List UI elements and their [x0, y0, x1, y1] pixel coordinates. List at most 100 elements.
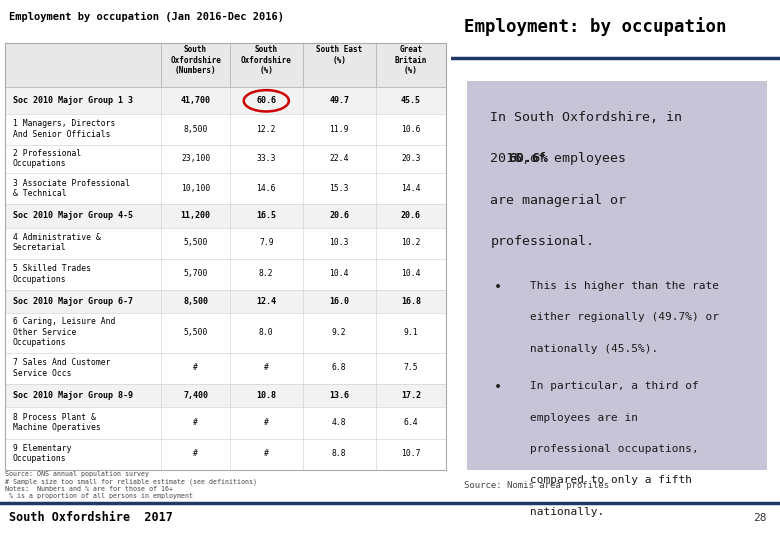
Text: 20.3: 20.3 [401, 154, 420, 163]
Text: professional.: professional. [491, 235, 594, 248]
Text: 15.3: 15.3 [329, 184, 349, 193]
Text: Soc 2010 Major Group 1 3: Soc 2010 Major Group 1 3 [12, 96, 133, 105]
Text: 10.4: 10.4 [329, 269, 349, 279]
Text: 45.5: 45.5 [401, 96, 421, 105]
FancyBboxPatch shape [5, 114, 446, 145]
Text: 10.4: 10.4 [401, 269, 420, 279]
Text: #: # [193, 363, 198, 372]
Text: 5,500: 5,500 [183, 328, 207, 337]
Text: professional occupations,: professional occupations, [530, 444, 699, 454]
Text: 4 Administrative &
Secretarial: 4 Administrative & Secretarial [12, 233, 101, 252]
FancyBboxPatch shape [5, 205, 446, 228]
Text: either regionally (49.7%) or: either regionally (49.7%) or [530, 313, 719, 322]
Text: 17.2: 17.2 [401, 390, 421, 400]
Text: 14.6: 14.6 [257, 184, 276, 193]
Text: South
Oxfordshire
(%): South Oxfordshire (%) [241, 45, 292, 75]
Text: Soc 2010 Major Group 8-9: Soc 2010 Major Group 8-9 [12, 390, 133, 400]
Text: 10.3: 10.3 [329, 238, 349, 247]
Text: 7.9: 7.9 [259, 238, 274, 247]
Text: #: # [193, 449, 198, 458]
Text: 4.8: 4.8 [332, 418, 346, 427]
Text: Employment by occupation (Jan 2016-Dec 2016): Employment by occupation (Jan 2016-Dec 2… [9, 12, 284, 22]
Text: 16.8: 16.8 [401, 297, 421, 306]
Text: 10.2: 10.2 [401, 238, 420, 247]
Text: South
Oxfordshire
(Numbers): South Oxfordshire (Numbers) [170, 45, 221, 75]
Text: 7.5: 7.5 [404, 363, 418, 372]
Text: 8,500: 8,500 [183, 297, 208, 306]
Text: 12.4: 12.4 [257, 297, 276, 306]
Text: •: • [494, 281, 502, 294]
Text: of employees: of employees [523, 152, 626, 165]
FancyBboxPatch shape [5, 384, 446, 407]
Text: 11.9: 11.9 [329, 125, 349, 133]
Text: 6.4: 6.4 [404, 418, 418, 427]
Text: #: # [264, 418, 269, 427]
Text: 12.2: 12.2 [257, 125, 276, 133]
Text: 9 Elementary
Occupations: 9 Elementary Occupations [12, 444, 71, 463]
Text: 16.0: 16.0 [329, 297, 349, 306]
Text: 10.7: 10.7 [401, 449, 420, 458]
FancyBboxPatch shape [5, 173, 446, 205]
Text: Soc 2010 Major Group 6-7: Soc 2010 Major Group 6-7 [12, 297, 133, 306]
Text: In South Oxfordshire, in: In South Oxfordshire, in [491, 111, 682, 124]
FancyBboxPatch shape [5, 353, 446, 384]
Text: 28: 28 [753, 514, 767, 523]
Text: 10,100: 10,100 [181, 184, 211, 193]
Text: 22.4: 22.4 [329, 154, 349, 163]
Text: 10.6: 10.6 [401, 125, 420, 133]
Text: Soc 2010 Major Group 4-5: Soc 2010 Major Group 4-5 [12, 211, 133, 220]
Text: 3 Associate Professional
& Technical: 3 Associate Professional & Technical [12, 179, 129, 198]
Text: 33.3: 33.3 [257, 154, 276, 163]
Text: employees are in: employees are in [530, 413, 638, 423]
Text: 14.4: 14.4 [401, 184, 420, 193]
FancyBboxPatch shape [467, 81, 767, 470]
Text: 16.5: 16.5 [257, 211, 276, 220]
Text: 6.8: 6.8 [332, 363, 346, 372]
Text: 6 Caring, Leisure And
Other Service
Occupations: 6 Caring, Leisure And Other Service Occu… [12, 318, 115, 347]
Text: #: # [193, 418, 198, 427]
Text: compared to only a fifth: compared to only a fifth [530, 475, 692, 485]
FancyBboxPatch shape [5, 407, 446, 438]
Text: 2016,: 2016, [491, 152, 538, 165]
Text: Great
Britain
(%): Great Britain (%) [395, 45, 427, 75]
Text: 23,100: 23,100 [181, 154, 211, 163]
Text: South East
(%): South East (%) [316, 45, 363, 65]
FancyBboxPatch shape [5, 290, 446, 313]
FancyBboxPatch shape [5, 87, 446, 114]
Text: 8,500: 8,500 [183, 125, 207, 133]
Text: 5,700: 5,700 [183, 269, 207, 279]
Text: 8.8: 8.8 [332, 449, 346, 458]
Text: 60.6%: 60.6% [508, 152, 548, 165]
Text: 8.2: 8.2 [259, 269, 274, 279]
Text: 20.6: 20.6 [329, 211, 349, 220]
Text: Source: ONS annual population survey
# Sample size too small for reliable estima: Source: ONS annual population survey # S… [5, 471, 257, 499]
Text: 8.0: 8.0 [259, 328, 274, 337]
Text: 20.6: 20.6 [401, 211, 421, 220]
FancyBboxPatch shape [5, 259, 446, 290]
Text: 49.7: 49.7 [329, 96, 349, 105]
Text: 7 Sales And Customer
Service Occs: 7 Sales And Customer Service Occs [12, 358, 110, 377]
Text: •: • [494, 381, 502, 394]
Text: 13.6: 13.6 [329, 390, 349, 400]
FancyBboxPatch shape [5, 43, 446, 87]
Text: #: # [264, 449, 269, 458]
Text: 41,700: 41,700 [181, 96, 211, 105]
Text: 5 Skilled Trades
Occupations: 5 Skilled Trades Occupations [12, 264, 90, 284]
Text: This is higher than the rate: This is higher than the rate [530, 281, 719, 291]
Text: nationally (45.5%).: nationally (45.5%). [530, 344, 658, 354]
Text: 2 Professional
Occupations: 2 Professional Occupations [12, 149, 81, 168]
Text: nationally.: nationally. [530, 507, 604, 517]
Text: 7,400: 7,400 [183, 390, 208, 400]
Text: 8 Process Plant &
Machine Operatives: 8 Process Plant & Machine Operatives [12, 413, 101, 432]
Text: Employment: by occupation: Employment: by occupation [464, 17, 726, 36]
Text: 10.8: 10.8 [257, 390, 276, 400]
Text: 9.1: 9.1 [404, 328, 418, 337]
Text: In particular, a third of: In particular, a third of [530, 381, 699, 391]
Text: 9.2: 9.2 [332, 328, 346, 337]
Text: Source: Nomis area profiles: Source: Nomis area profiles [464, 481, 609, 490]
Text: 60.6: 60.6 [257, 96, 276, 105]
FancyBboxPatch shape [5, 228, 446, 259]
FancyBboxPatch shape [5, 145, 446, 173]
FancyBboxPatch shape [5, 438, 446, 470]
Text: 1 Managers, Directors
And Senior Officials: 1 Managers, Directors And Senior Officia… [12, 119, 115, 139]
